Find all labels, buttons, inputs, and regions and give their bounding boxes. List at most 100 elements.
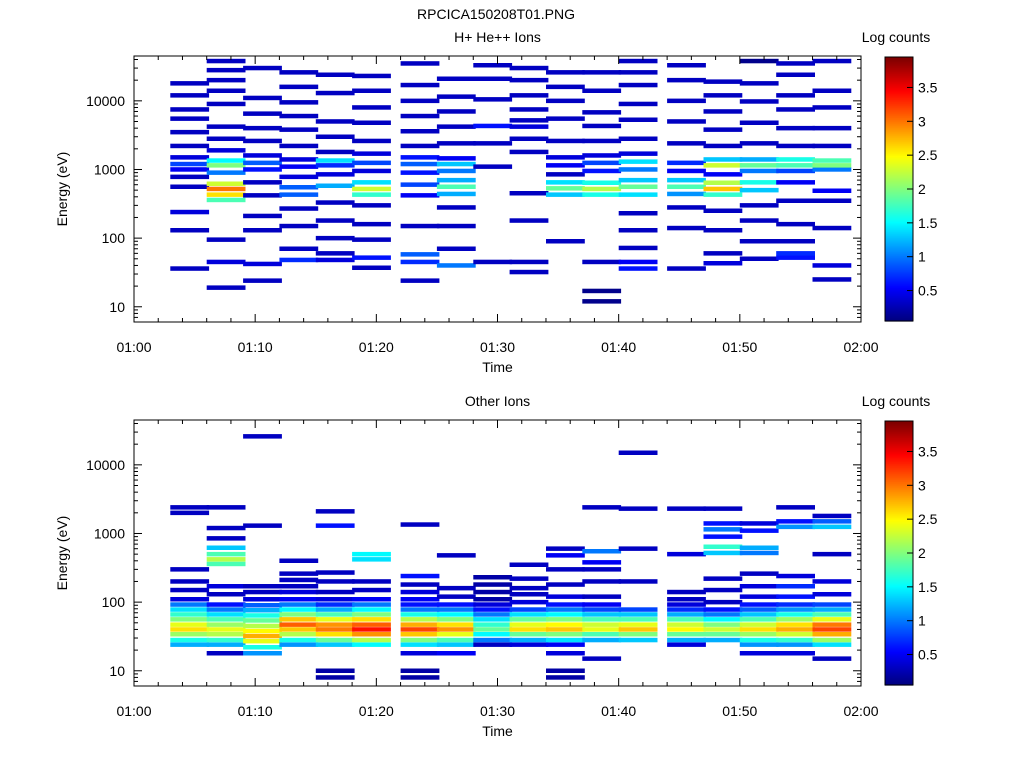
- heatmap-cell: [206, 622, 246, 627]
- heatmap-cell: [279, 192, 319, 197]
- heatmap-cell: [400, 113, 440, 119]
- heatmap-cell: [206, 101, 246, 107]
- heatmap-cell: [315, 675, 355, 680]
- colorbar-label: Log counts: [862, 393, 931, 409]
- heatmap-cell: [667, 119, 706, 124]
- heatmap-cell: [812, 277, 852, 282]
- heatmap-cell: [739, 239, 779, 244]
- heatmap-cell: [315, 632, 355, 637]
- heatmap-cell: [352, 587, 391, 593]
- heatmap-cell: [776, 602, 815, 607]
- colorbar-tick-label: 1: [918, 249, 926, 265]
- heatmap-cell: [170, 209, 210, 215]
- heatmap-cell: [352, 607, 391, 612]
- heatmap-cell: [279, 185, 319, 190]
- heatmap-cell: [436, 632, 476, 637]
- heatmap-cell: [243, 180, 282, 185]
- heatmap-cell: [618, 637, 658, 643]
- heatmap-cell: [352, 73, 391, 79]
- heatmap-cell: [206, 237, 246, 242]
- heatmap-cell: [812, 513, 852, 519]
- heatmap-cell: [315, 90, 355, 96]
- panel-2: Other Ions 10 100 1000 10000 01:00 01:10 01:20 0…: [54, 393, 938, 739]
- colorbar-tick-label: 2.5: [918, 147, 938, 163]
- heatmap-cell: [352, 557, 391, 562]
- heatmap-cell: [170, 602, 210, 607]
- heatmap-cell: [703, 163, 743, 168]
- colorbar-label: Log counts: [862, 29, 931, 45]
- colorbar-tick-label: 3.5: [918, 79, 938, 95]
- heatmap-cell: [473, 622, 513, 627]
- heatmap-cell: [243, 584, 282, 589]
- heatmap-cell: [400, 522, 440, 527]
- heatmap-cell: [243, 613, 282, 618]
- heatmap-cell: [509, 149, 549, 155]
- heatmap-cell: [352, 88, 391, 93]
- heatmap-cell: [315, 627, 355, 632]
- heatmap-cell: [739, 81, 779, 86]
- heatmap-cell: [400, 622, 440, 627]
- heatmap-cell: [206, 124, 246, 129]
- heatmap-cell: [473, 63, 513, 68]
- heatmap-cell: [546, 84, 585, 90]
- panel-title: Other Ions: [465, 393, 530, 409]
- heatmap-cell: [703, 617, 743, 622]
- heatmap-cell: [400, 617, 440, 622]
- heatmap-cell: [352, 203, 391, 208]
- x-tick-label: 01:30: [480, 703, 515, 719]
- heatmap-cell: [582, 123, 622, 129]
- heatmap-cell: [315, 149, 355, 155]
- heatmap-cell: [206, 58, 246, 64]
- heatmap-cell: [618, 245, 658, 251]
- heatmap-cell: [739, 571, 779, 576]
- y-tick-label: 10000: [86, 93, 125, 109]
- heatmap-cell: [315, 509, 355, 514]
- heatmap-cell: [170, 155, 210, 160]
- heatmap-cell: [352, 105, 391, 110]
- heatmap-cell: [812, 592, 852, 597]
- heatmap-cell: [667, 597, 706, 602]
- heatmap-cell: [243, 111, 282, 116]
- heatmap-cell: [546, 172, 585, 177]
- heatmap-cell: [352, 579, 391, 584]
- heatmap-cell: [206, 285, 246, 290]
- heatmap-cell: [546, 239, 585, 244]
- heatmap-cell: [352, 612, 391, 617]
- heatmap-cell: [618, 211, 658, 216]
- heatmap-cell: [279, 113, 319, 119]
- heatmap-cell: [582, 594, 622, 599]
- heatmap-cell: [400, 573, 440, 579]
- x-tick-label: 01:00: [116, 339, 151, 355]
- y-tick-label: 10: [109, 299, 125, 315]
- heatmap-cell: [618, 259, 658, 265]
- heatmap-cell: [436, 553, 476, 558]
- heatmap-cell: [509, 118, 549, 123]
- heatmap-cell: [582, 567, 622, 572]
- heatmap-cell: [739, 607, 779, 612]
- heatmap-cell: [812, 163, 852, 168]
- heatmap-cell: [812, 602, 852, 607]
- heatmap-cell: [667, 622, 706, 627]
- heatmap-cell: [618, 627, 658, 632]
- heatmap-cell: [315, 163, 355, 168]
- heatmap-cell: [703, 534, 743, 539]
- heatmap-cell: [279, 627, 319, 632]
- heatmap-cell: [776, 524, 815, 530]
- heatmap-cell: [352, 255, 391, 260]
- heatmap-cell: [703, 527, 743, 532]
- heatmap-cell: [352, 602, 391, 607]
- heatmap-cell: [667, 177, 706, 183]
- heatmap-cell: [170, 129, 210, 135]
- heatmap-cell: [582, 602, 622, 607]
- colorbar-tick-label: 2: [918, 545, 926, 561]
- heatmap-cell: [703, 251, 743, 256]
- heatmap-cell: [739, 187, 779, 193]
- heatmap-cell: [703, 627, 743, 632]
- heatmap-cell: [206, 602, 246, 607]
- heatmap-cell: [206, 259, 246, 265]
- heatmap-cell: [279, 100, 319, 105]
- y-tick-label: 10000: [86, 457, 125, 473]
- heatmap-cell: [279, 127, 319, 132]
- heatmap-cell: [776, 107, 815, 112]
- heatmap-cell: [315, 134, 355, 139]
